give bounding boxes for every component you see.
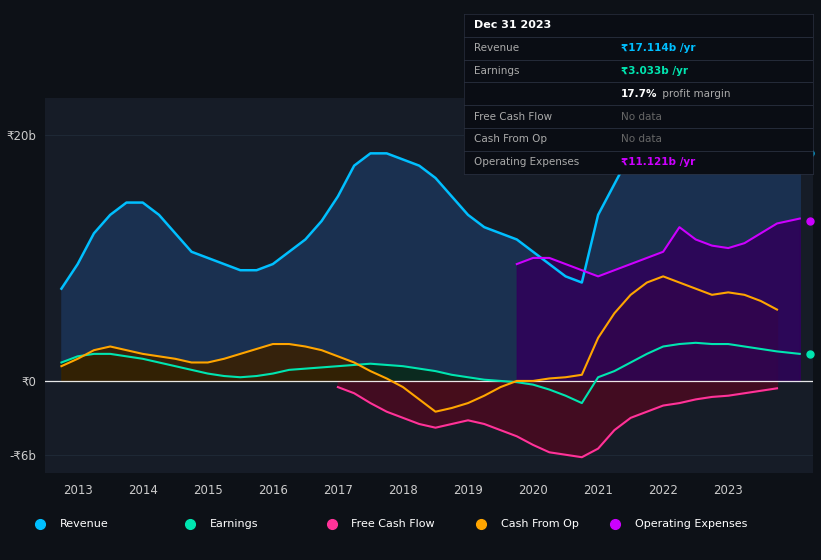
Text: Operating Expenses: Operating Expenses bbox=[635, 519, 747, 529]
Text: Earnings: Earnings bbox=[209, 519, 258, 529]
Text: Revenue: Revenue bbox=[60, 519, 108, 529]
Text: Cash From Op: Cash From Op bbox=[475, 134, 548, 144]
Text: No data: No data bbox=[621, 111, 662, 122]
Text: profit margin: profit margin bbox=[659, 89, 731, 99]
Text: Cash From Op: Cash From Op bbox=[501, 519, 579, 529]
Text: Free Cash Flow: Free Cash Flow bbox=[351, 519, 435, 529]
Text: Operating Expenses: Operating Expenses bbox=[475, 157, 580, 167]
Text: Free Cash Flow: Free Cash Flow bbox=[475, 111, 553, 122]
Text: Revenue: Revenue bbox=[475, 43, 520, 53]
Text: Earnings: Earnings bbox=[475, 66, 520, 76]
Text: ₹3.033b /yr: ₹3.033b /yr bbox=[621, 66, 688, 76]
Text: ₹11.121b /yr: ₹11.121b /yr bbox=[621, 157, 695, 167]
Text: 17.7%: 17.7% bbox=[621, 89, 658, 99]
Text: No data: No data bbox=[621, 134, 662, 144]
Text: ₹17.114b /yr: ₹17.114b /yr bbox=[621, 43, 695, 53]
Text: Dec 31 2023: Dec 31 2023 bbox=[475, 20, 552, 30]
